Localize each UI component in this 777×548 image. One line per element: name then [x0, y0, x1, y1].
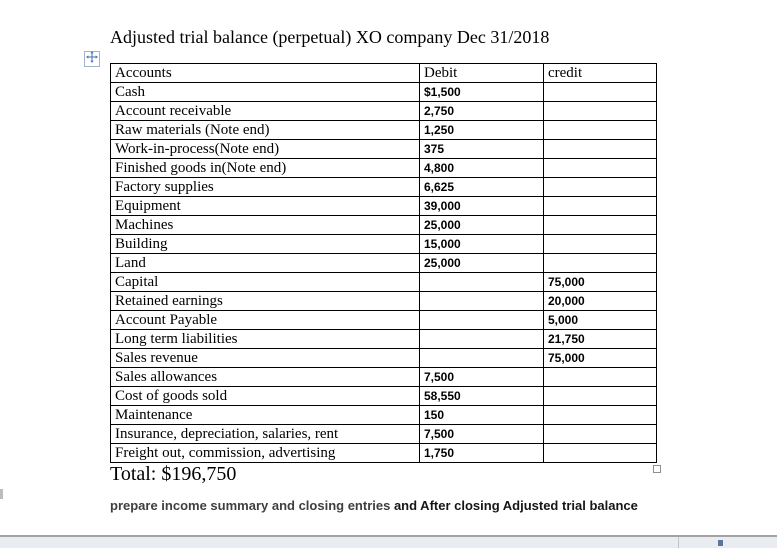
credit-cell	[543, 215, 657, 235]
table-row: Account receivable 2,750	[110, 101, 657, 121]
trial-balance-table: Accounts Debit credit Cash $1,500 Accoun…	[110, 63, 657, 463]
table-row: Machines 25,000	[110, 215, 657, 235]
credit-cell	[543, 101, 657, 121]
debit-cell: 25,000	[419, 215, 544, 235]
credit-cell	[543, 196, 657, 216]
table-row: Sales allowances 7,500	[110, 367, 657, 387]
debit-cell: 1,750	[419, 443, 544, 463]
account-cell: Building	[110, 234, 420, 254]
table-row: Cash $1,500	[110, 82, 657, 102]
account-cell: Work-in-process(Note end)	[110, 139, 420, 159]
status-strip	[0, 537, 777, 548]
table-row: Insurance, depreciation, salaries, rent …	[110, 424, 657, 444]
header-accounts: Accounts	[110, 63, 420, 83]
debit-cell: 58,550	[419, 386, 544, 406]
credit-cell: 21,750	[543, 329, 657, 349]
debit-cell: 25,000	[419, 253, 544, 273]
credit-cell	[543, 234, 657, 254]
credit-cell	[543, 443, 657, 463]
four-arrow-move-icon	[86, 50, 98, 68]
instruction-part1: prepare income summary and closing entri…	[110, 498, 394, 513]
table-row: Freight out, commission, advertising 1,7…	[110, 443, 657, 463]
left-margin-mark	[0, 489, 3, 499]
total-label: Total: $196,750	[110, 463, 237, 485]
credit-cell: 75,000	[543, 348, 657, 368]
debit-cell: 4,800	[419, 158, 544, 178]
credit-cell	[543, 158, 657, 178]
status-strip-divider	[678, 537, 679, 548]
account-cell: Cash	[110, 82, 420, 102]
status-strip-mark	[718, 540, 723, 546]
debit-cell: 15,000	[419, 234, 544, 254]
header-debit: Debit	[419, 63, 544, 83]
account-cell: Raw materials (Note end)	[110, 120, 420, 140]
account-cell: Insurance, depreciation, salaries, rent	[110, 424, 420, 444]
debit-cell	[419, 291, 544, 311]
account-cell: Retained earnings	[110, 291, 420, 311]
account-cell: Sales revenue	[110, 348, 420, 368]
debit-cell	[419, 272, 544, 292]
credit-cell	[543, 177, 657, 197]
debit-cell	[419, 329, 544, 349]
table-row: Equipment 39,000	[110, 196, 657, 216]
credit-cell	[543, 424, 657, 444]
debit-cell: 6,625	[419, 177, 544, 197]
account-cell: Sales allowances	[110, 367, 420, 387]
table-row: Sales revenue 75,000	[110, 348, 657, 368]
debit-cell: 150	[419, 405, 544, 425]
account-cell: Maintenance	[110, 405, 420, 425]
credit-cell	[543, 82, 657, 102]
table-row: Raw materials (Note end) 1,250	[110, 120, 657, 140]
debit-cell: 1,250	[419, 120, 544, 140]
table-row: Long term liabilities 21,750	[110, 329, 657, 349]
account-cell: Long term liabilities	[110, 329, 420, 349]
account-cell: Capital	[110, 272, 420, 292]
table-row: Finished goods in(Note end) 4,800	[110, 158, 657, 178]
credit-cell	[543, 405, 657, 425]
credit-cell: 75,000	[543, 272, 657, 292]
instruction-text: prepare income summary and closing entri…	[110, 498, 638, 513]
table-row: Land 25,000	[110, 253, 657, 273]
table-row: Building 15,000	[110, 234, 657, 254]
table-header-row: Accounts Debit credit	[110, 63, 657, 83]
account-cell: Account receivable	[110, 101, 420, 121]
header-credit: credit	[543, 63, 657, 83]
account-cell: Cost of goods sold	[110, 386, 420, 406]
credit-cell	[543, 253, 657, 273]
account-cell: Freight out, commission, advertising	[110, 443, 420, 463]
credit-cell	[543, 367, 657, 387]
table-row: Retained earnings 20,000	[110, 291, 657, 311]
debit-cell: $1,500	[419, 82, 544, 102]
table-row: Capital 75,000	[110, 272, 657, 292]
credit-cell	[543, 386, 657, 406]
credit-cell: 20,000	[543, 291, 657, 311]
table-row: Factory supplies 6,625	[110, 177, 657, 197]
debit-cell	[419, 310, 544, 330]
debit-cell: 39,000	[419, 196, 544, 216]
debit-cell: 375	[419, 139, 544, 159]
credit-cell	[543, 120, 657, 140]
window-bottom-divider	[0, 535, 777, 537]
table-move-handle[interactable]	[84, 51, 100, 67]
debit-cell: 2,750	[419, 101, 544, 121]
account-cell: Equipment	[110, 196, 420, 216]
account-cell: Account Payable	[110, 310, 420, 330]
debit-cell: 7,500	[419, 424, 544, 444]
account-cell: Machines	[110, 215, 420, 235]
account-cell: Finished goods in(Note end)	[110, 158, 420, 178]
document-title: Adjusted trial balance (perpetual) XO co…	[110, 27, 550, 47]
table-row: Account Payable 5,000	[110, 310, 657, 330]
table-row: Maintenance 150	[110, 405, 657, 425]
account-cell: Factory supplies	[110, 177, 420, 197]
account-cell: Land	[110, 253, 420, 273]
table-row: Cost of goods sold 58,550	[110, 386, 657, 406]
instruction-part2: and After closing Adjusted trial balance	[393, 498, 638, 513]
table-resize-handle[interactable]	[653, 465, 661, 473]
debit-cell	[419, 348, 544, 368]
credit-cell	[543, 139, 657, 159]
credit-cell: 5,000	[543, 310, 657, 330]
table-row: Work-in-process(Note end) 375	[110, 139, 657, 159]
debit-cell: 7,500	[419, 367, 544, 387]
